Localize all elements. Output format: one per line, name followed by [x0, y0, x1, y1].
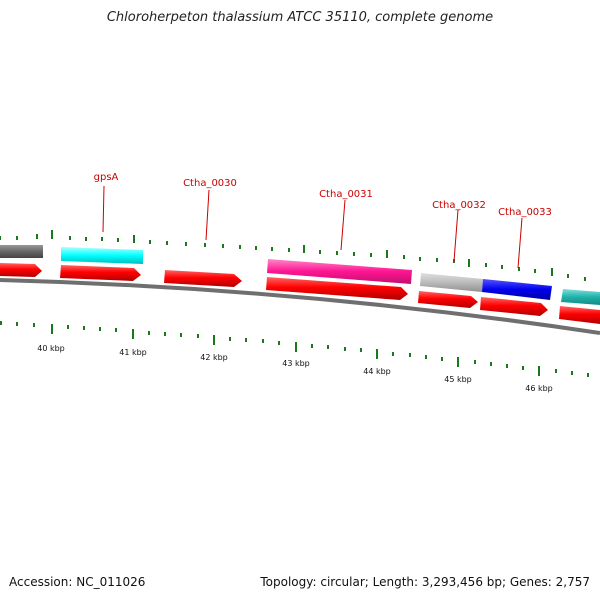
gene-label-ctha-0032[interactable]: Ctha_0032 — [432, 200, 486, 211]
gene-label-gpsa[interactable]: gpsA — [94, 172, 119, 183]
cds-arrow[interactable] — [60, 265, 141, 281]
feature-gray-dark[interactable] — [0, 245, 43, 258]
genome-backbone — [0, 278, 600, 335]
axis-label-41: 41 kbp — [119, 348, 147, 357]
gene-label-ctha-0033[interactable]: Ctha_0033 — [498, 207, 552, 218]
cds-arrow[interactable] — [164, 270, 242, 287]
gene-label-ctha-0031[interactable]: Ctha_0031 — [319, 189, 373, 200]
axis-label-45: 45 kbp — [444, 375, 472, 384]
genome-stats-text: Topology: circular; Length: 3,293,456 bp… — [260, 575, 590, 589]
feature-teal[interactable] — [561, 289, 600, 305]
feature-magenta[interactable] — [267, 259, 412, 284]
gene-labels: gpsA Ctha_0030 Ctha_0031 Ctha_0032 Ctha_… — [94, 172, 552, 218]
axis-label-46: 46 kbp — [525, 384, 553, 393]
accession-text: Accession: NC_011026 — [9, 575, 146, 589]
cds-arrow[interactable] — [559, 306, 600, 324]
cds-arrow[interactable] — [266, 277, 408, 300]
axis-labels: 40 kbp 41 kbp 42 kbp 43 kbp 44 kbp 45 kb… — [37, 344, 553, 393]
upper-tick-marks — [0, 230, 586, 281]
feature-cyan[interactable] — [61, 247, 143, 264]
axis-label-43: 43 kbp — [282, 359, 310, 368]
gene-label-ctha-0030[interactable]: Ctha_0030 — [183, 178, 237, 189]
feature-blue[interactable] — [482, 279, 552, 300]
feature-gray-light[interactable] — [420, 273, 483, 292]
axis-label-44: 44 kbp — [363, 367, 391, 376]
cds-arrow[interactable] — [418, 291, 478, 308]
axis-label-42: 42 kbp — [200, 353, 228, 362]
axis-label-40: 40 kbp — [37, 344, 65, 353]
feature-track — [0, 245, 600, 305]
map-title: Chloroherpeton thalassium ATCC 35110, co… — [106, 10, 494, 25]
cds-arrow[interactable] — [0, 263, 42, 277]
gene-label-lines — [102, 185, 523, 269]
lower-tick-marks — [0, 321, 589, 377]
cds-track — [0, 263, 600, 324]
cds-arrow[interactable] — [480, 297, 548, 316]
